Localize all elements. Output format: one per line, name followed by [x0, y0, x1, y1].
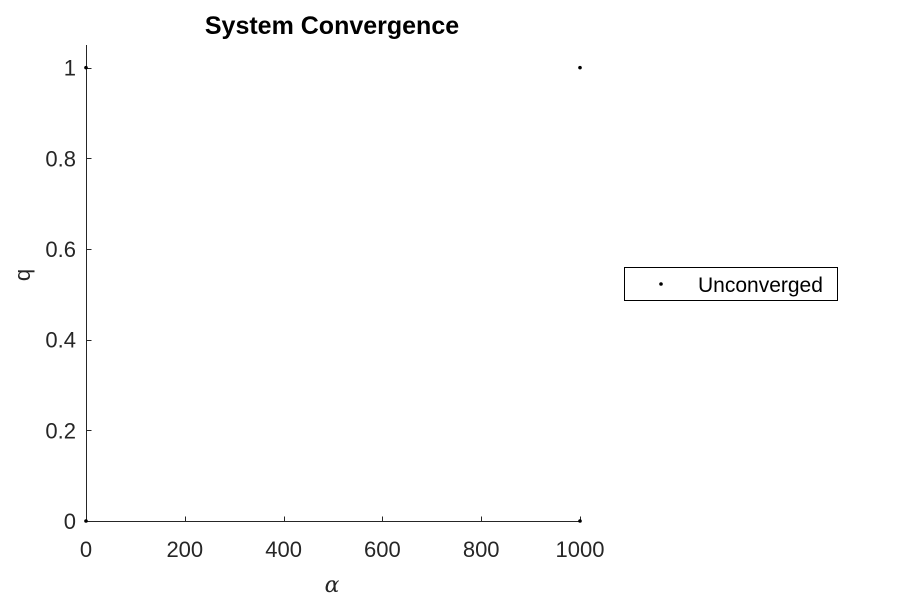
axes: 0 200 400 600 800 1000 0 0.2 0.4 0.6 0.8 1	[45, 45, 604, 562]
y-tick-label: 0.2	[45, 418, 76, 443]
x-tick-label: 0	[80, 537, 92, 562]
y-tick-label: 0.4	[45, 328, 76, 353]
legend-label: Unconverged	[698, 274, 823, 297]
legend-marker-icon	[659, 282, 663, 286]
chart-title: System Convergence	[205, 12, 459, 40]
data-point	[578, 65, 582, 70]
data-points	[84, 65, 582, 523]
x-tick-label: 200	[166, 537, 203, 562]
y-axis-label: q	[10, 269, 35, 281]
y-tick-label: 0.6	[45, 237, 76, 262]
data-point	[84, 519, 88, 523]
x-tick-label: 400	[265, 537, 302, 562]
x-axis-label: α	[325, 573, 340, 598]
data-point	[578, 519, 582, 523]
y-tick-label: 1	[64, 56, 76, 81]
data-point	[84, 65, 88, 70]
x-tick-label: 600	[364, 537, 401, 562]
x-tick-label: 1000	[556, 537, 605, 562]
y-tick-label: 0	[64, 509, 76, 534]
legend: Unconverged	[624, 267, 838, 301]
x-tick-label: 800	[463, 537, 500, 562]
y-tick-label: 0.8	[45, 146, 76, 171]
